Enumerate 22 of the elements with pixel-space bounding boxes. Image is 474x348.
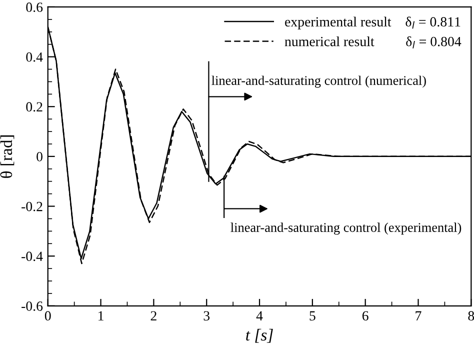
x-tick-label: 3 bbox=[204, 311, 210, 321]
legend-label: numerical result δ$_{l}$ = 0.804 bbox=[284, 36, 462, 48]
annotation: linear-and-saturating control (experimental) bbox=[230, 222, 462, 235]
x-tick-label: 1 bbox=[98, 311, 104, 320]
x-tick-label: 4 bbox=[256, 311, 263, 320]
y-tick-label: -0.2 bbox=[22, 202, 42, 212]
y-tick-label: 0.2 bbox=[26, 102, 42, 112]
y-tick-label: 0.6 bbox=[26, 2, 43, 12]
x-tick-label: 6 bbox=[362, 311, 368, 321]
x-tick-label: 2 bbox=[150, 311, 156, 320]
x-tick-label: 7 bbox=[416, 311, 422, 320]
annotation: linear-and-saturating control (numerical) bbox=[212, 76, 426, 88]
x-tick-label: 0 bbox=[44, 311, 51, 321]
legend-label: experimental result δ$_{l}$ = 0.811 bbox=[285, 16, 460, 30]
y-axis-title: θ [rad] bbox=[0, 135, 14, 178]
y-tick-label: -0.4 bbox=[22, 252, 43, 262]
x-tick-label: 8 bbox=[468, 311, 474, 321]
y-tick-label: -0.6 bbox=[22, 301, 43, 311]
y-tick-label: 0 bbox=[36, 152, 42, 162]
x-tick-label: 5 bbox=[310, 311, 316, 321]
y-tick-label: 0.4 bbox=[26, 52, 43, 62]
x-axis-title: t [s] bbox=[246, 328, 273, 343]
